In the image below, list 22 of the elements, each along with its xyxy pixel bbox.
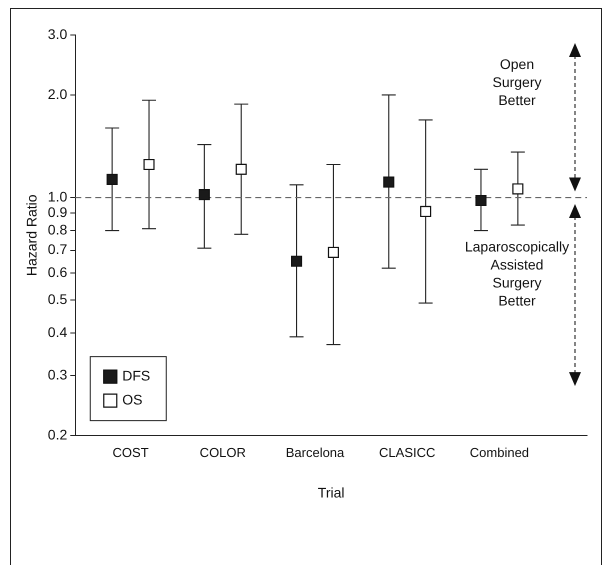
x-tick-label: CLASICC xyxy=(379,444,436,460)
y-axis-title: Hazard Ratio xyxy=(23,194,40,276)
legend-label: OS xyxy=(122,391,142,408)
y-tick-label: 0.9 xyxy=(48,204,68,220)
y-tick-label: 0.3 xyxy=(48,366,68,382)
x-tick-label: Barcelona xyxy=(286,444,346,460)
y-tick-label: 1.0 xyxy=(48,188,68,204)
annotation: Laparoscopically Assisted Surgery Better xyxy=(464,238,570,308)
y-tick-label: 0.6 xyxy=(48,264,68,280)
x-tick-label: COST xyxy=(112,444,149,460)
y-tick-label: 2.0 xyxy=(48,86,68,102)
y-tick-label: 0.5 xyxy=(48,290,68,307)
x-axis-title: Trial xyxy=(318,484,344,500)
y-tick-label: 0.2 xyxy=(48,426,68,442)
y-tick-label: 0.4 xyxy=(48,324,68,340)
x-tick-label: Combined xyxy=(470,444,530,460)
x-tick-label: COLOR xyxy=(200,444,246,460)
legend-label: DFS xyxy=(122,367,150,384)
y-tick-label: 0.8 xyxy=(48,221,68,238)
y-tick-label: 3.0 xyxy=(48,26,68,42)
annotation: Open Surgery Better xyxy=(492,56,542,108)
y-tick-label: 0.7 xyxy=(48,241,68,258)
